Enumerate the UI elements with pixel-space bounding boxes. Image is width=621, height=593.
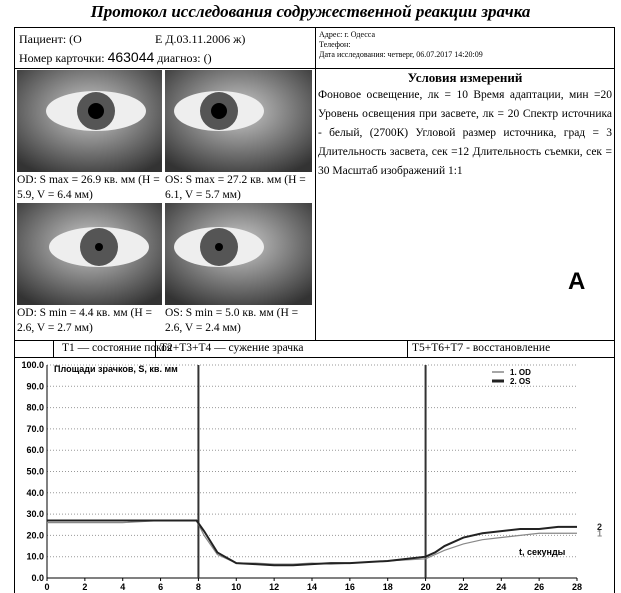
x-tick-label: 22	[458, 582, 468, 592]
contacts: Адрес: г. Одесса Телефон: Дата исследовани…	[319, 30, 483, 60]
x-tick-label: 26	[534, 582, 544, 592]
x-tick-label: 12	[269, 582, 279, 592]
legend-label: 2. OS	[510, 377, 531, 386]
y-tick-label: 20.0	[26, 530, 44, 540]
divider	[53, 340, 54, 357]
card-number: 463044	[107, 49, 155, 65]
x-tick-label: 24	[496, 582, 506, 592]
conditions-title: Условия измерений	[407, 70, 523, 85]
caption: OS: S max = 27.2 кв. мм (H = 6.1, V = 5.…	[165, 173, 313, 203]
divider	[14, 340, 615, 341]
y-tick-label: 80.0	[26, 403, 44, 413]
y-tick-label: 40.0	[26, 488, 44, 498]
series-line	[47, 519, 577, 565]
divider	[14, 68, 615, 69]
mark: A	[568, 268, 586, 295]
chart: Площади зрачков, S, кв. мм t, секунды 0.…	[21, 360, 602, 592]
diagnosis: диагноз: ()	[157, 51, 212, 65]
series-line	[47, 519, 577, 567]
card: Номер карточки: 463044 диагноз: ()	[19, 49, 212, 66]
y-tick-label: 30.0	[26, 509, 44, 519]
y-tick-label: 10.0	[26, 552, 44, 562]
caption: OD: S min = 4.4 кв. мм (H = 2.6, V = 2.7…	[17, 306, 162, 336]
photos	[17, 70, 312, 305]
x-label: t, секунды	[519, 547, 566, 557]
card-label: Номер карточки:	[19, 51, 105, 65]
y-tick-label: 50.0	[26, 467, 44, 477]
end-label: 1	[597, 528, 602, 538]
legend-label: 1. OD	[510, 368, 531, 377]
address: Адрес: г. Одесса	[319, 30, 375, 39]
phone: Телефон:	[319, 40, 351, 49]
divider	[315, 27, 316, 340]
y-tick-label: 60.0	[26, 445, 44, 455]
caption: OD: S max = 26.9 кв. мм (H = 5.9, V = 6.…	[17, 173, 162, 203]
x-tick-label: 4	[120, 582, 125, 592]
x-tick-label: 28	[572, 582, 582, 592]
y-tick-label: 100.0	[21, 360, 44, 370]
patient-tail: Е Д.03.11.2006 ж)	[155, 32, 246, 46]
photo	[17, 70, 162, 172]
patient: Пациент: (О	[19, 32, 82, 46]
caption: OS: S min = 5.0 кв. мм (H = 2.6, V = 2.4…	[165, 306, 313, 336]
x-tick-label: 10	[231, 582, 241, 592]
phase: T2+T3+T4 — сужение зрачка	[160, 342, 304, 354]
photo	[17, 203, 162, 305]
divider	[14, 357, 615, 358]
x-tick-label: 18	[383, 582, 393, 592]
x-tick-label: 2	[82, 582, 87, 592]
phase: T5+T6+T7 - восстановление	[412, 342, 551, 354]
x-tick-label: 20	[421, 582, 431, 592]
phase: T1 — состояние покоя	[62, 342, 172, 354]
x-tick-label: 8	[196, 582, 201, 592]
x-tick-label: 6	[158, 582, 163, 592]
x-tick-label: 16	[345, 582, 355, 592]
end-label: 2	[597, 522, 602, 532]
x-tick-label: 14	[307, 582, 317, 592]
photo	[165, 70, 312, 172]
y-tick-label: 0.0	[31, 573, 44, 583]
y-tick-label: 90.0	[26, 381, 44, 391]
y-tick-label: 70.0	[26, 424, 44, 434]
photo	[165, 203, 312, 305]
title: Протокол исследования содружественной ре…	[90, 2, 531, 21]
divider	[407, 340, 408, 357]
chart-title: Площади зрачков, S, кв. мм	[54, 364, 178, 374]
frame	[14, 27, 615, 593]
divider	[155, 340, 156, 357]
date: Дата исследования: четверг, 06.07.2017 1…	[319, 50, 483, 59]
x-tick-label: 0	[44, 582, 49, 592]
conditions-text: Фоновое освещение, лк = 10 Время адаптац…	[318, 89, 612, 177]
